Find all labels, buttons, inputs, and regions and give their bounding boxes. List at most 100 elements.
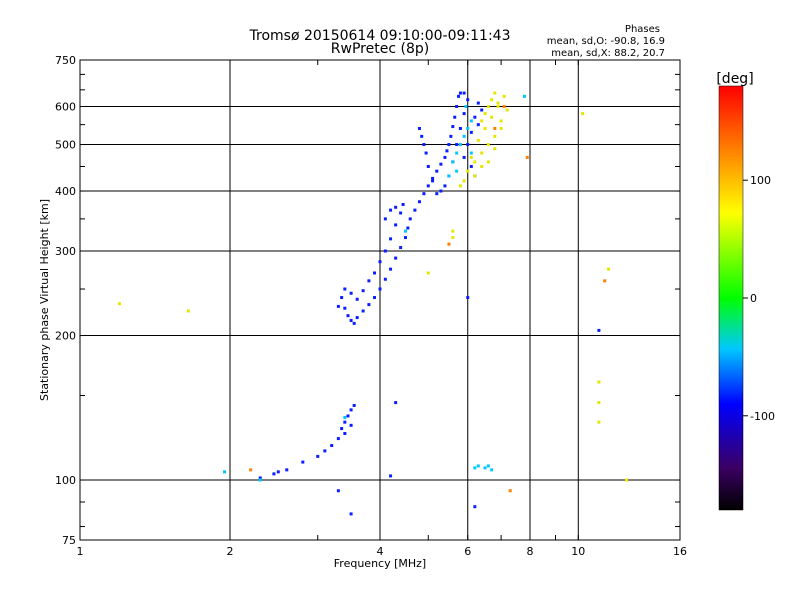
x-tick-label: 2	[227, 545, 234, 558]
data-point	[451, 229, 455, 233]
data-point	[603, 279, 607, 283]
data-point	[486, 160, 490, 164]
data-point	[451, 236, 455, 240]
data-point	[525, 155, 529, 159]
data-point	[447, 143, 451, 147]
data-point	[486, 143, 490, 147]
data-point	[466, 126, 470, 130]
data-point	[343, 432, 347, 436]
data-point	[394, 401, 398, 405]
data-point	[483, 112, 487, 116]
data-point	[383, 217, 387, 221]
y-tick-label: 600	[55, 101, 76, 114]
data-point	[455, 143, 459, 147]
data-point	[458, 91, 462, 95]
data-point	[490, 98, 494, 102]
data-point	[343, 420, 347, 424]
data-point	[473, 466, 477, 470]
data-point	[389, 237, 393, 241]
data-point	[431, 176, 435, 180]
data-point	[408, 217, 412, 221]
data-point	[490, 468, 494, 472]
data-point	[361, 289, 365, 293]
data-point	[373, 296, 377, 300]
data-point	[301, 460, 305, 464]
y-tick-label: 750	[55, 54, 76, 67]
data-point	[473, 160, 477, 164]
data-point	[340, 296, 344, 300]
data-point	[422, 192, 426, 196]
x-tick-label: 16	[673, 545, 687, 558]
data-point	[607, 267, 611, 271]
data-point	[469, 164, 473, 168]
data-point	[349, 408, 353, 412]
phase-info-line1: mean, sd,O: -90.8, 16.9	[547, 36, 665, 47]
data-point	[496, 105, 500, 109]
data-point	[426, 164, 430, 168]
data-point	[346, 314, 350, 318]
data-point	[499, 126, 503, 130]
data-point	[476, 101, 480, 105]
data-point	[449, 134, 453, 138]
data-point	[597, 420, 601, 424]
data-point	[383, 277, 387, 281]
data-point	[502, 94, 506, 98]
data-point	[447, 242, 451, 246]
data-point	[462, 155, 466, 159]
data-point	[597, 380, 601, 384]
data-point	[352, 321, 356, 325]
colorbar-tick-label: -100	[750, 410, 775, 423]
data-point	[466, 169, 470, 173]
data-point	[399, 246, 403, 250]
data-point	[455, 105, 459, 109]
chart-title: Tromsø 20150614 09:10:00-09:11:43	[249, 28, 511, 44]
data-point	[499, 119, 503, 123]
y-tick-label: 200	[55, 330, 76, 343]
data-point	[476, 464, 480, 468]
data-point	[490, 115, 494, 119]
data-point	[394, 256, 398, 260]
data-point	[403, 229, 407, 233]
data-point	[349, 423, 353, 427]
data-point	[445, 149, 449, 153]
y-tick-label: 100	[55, 474, 76, 487]
data-point	[316, 454, 320, 458]
data-point	[258, 476, 262, 480]
data-point	[349, 291, 353, 295]
data-point	[480, 108, 484, 112]
data-point	[186, 309, 190, 313]
data-point	[420, 134, 424, 138]
data-points	[117, 91, 629, 516]
data-point	[581, 112, 585, 116]
data-point	[117, 302, 121, 306]
data-point	[439, 189, 443, 193]
data-point	[625, 478, 629, 482]
data-point	[355, 297, 359, 301]
data-point	[336, 489, 340, 493]
data-point	[373, 271, 377, 275]
data-point	[469, 130, 473, 134]
data-point	[523, 94, 527, 98]
data-point	[496, 101, 500, 105]
data-point	[483, 126, 487, 130]
data-point	[462, 112, 466, 116]
data-point	[343, 306, 347, 310]
data-point	[346, 414, 350, 418]
data-point	[473, 174, 477, 178]
data-point	[435, 192, 439, 196]
data-point	[336, 304, 340, 308]
data-point	[453, 115, 457, 119]
data-point	[394, 223, 398, 227]
data-point	[323, 449, 327, 453]
data-point	[466, 296, 470, 300]
data-point	[469, 119, 473, 123]
data-point	[394, 205, 398, 209]
data-point	[383, 249, 387, 253]
colorbar-tick-label: 100	[750, 174, 771, 187]
data-point	[466, 98, 470, 102]
y-tick-label: 400	[55, 185, 76, 198]
data-point	[285, 468, 289, 472]
colorbar-tick-label: 0	[750, 292, 757, 305]
data-point	[502, 105, 506, 109]
